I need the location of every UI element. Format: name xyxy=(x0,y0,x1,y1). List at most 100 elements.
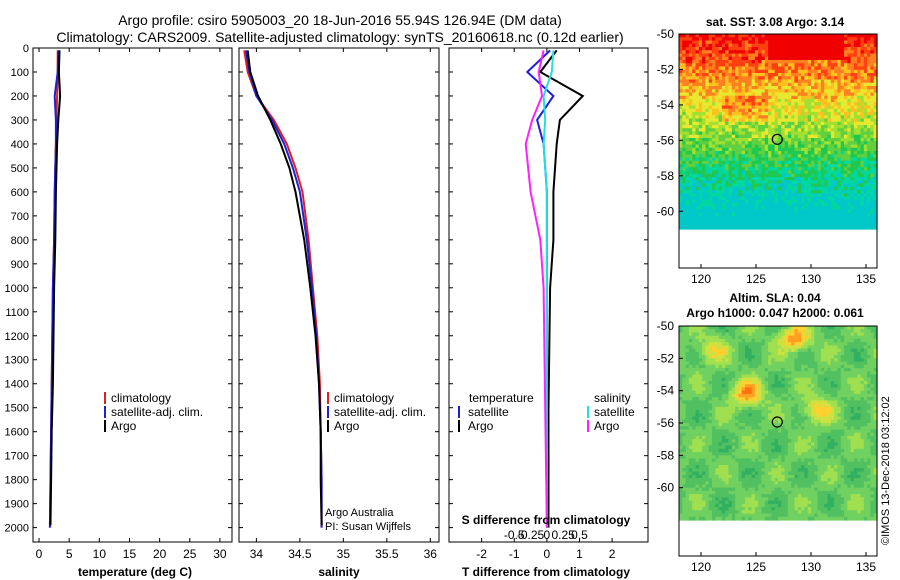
heatmap-cell xyxy=(807,112,812,116)
heatmap-cell xyxy=(811,40,815,45)
heatmap-cell xyxy=(814,86,819,90)
legend-title-temperature: temperature xyxy=(469,391,534,405)
legend-label-climatology: climatology xyxy=(111,391,171,405)
heatmap-cell xyxy=(745,355,749,359)
heatmap-cell xyxy=(834,40,838,45)
heatmap-cell xyxy=(682,99,687,103)
heatmap-cell xyxy=(814,37,819,42)
heatmap-cell xyxy=(758,167,763,172)
heatmap-cell xyxy=(774,216,779,220)
heatmap-cell xyxy=(728,177,733,181)
heatmap-cell xyxy=(857,37,862,42)
heatmap-cell xyxy=(771,206,776,211)
heatmap-cell xyxy=(797,40,802,45)
heatmap-cell xyxy=(698,203,703,207)
heatmap-cell xyxy=(725,118,730,123)
heatmap-cell xyxy=(718,82,723,87)
heatmap-cell xyxy=(685,141,690,146)
heatmap-cell xyxy=(860,99,865,103)
heatmap-cell xyxy=(847,167,852,172)
heatmap-cell xyxy=(705,364,710,369)
heatmap-cell xyxy=(827,190,832,194)
heatmap-cell xyxy=(781,134,786,139)
heatmap-cell xyxy=(811,154,815,159)
heatmap-cell xyxy=(804,118,809,123)
heatmap-cell xyxy=(824,147,829,152)
heatmap-cell xyxy=(748,222,753,227)
heatmap-cell xyxy=(695,121,700,126)
heatmap-cell xyxy=(771,160,776,165)
heatmap-cell xyxy=(834,355,838,359)
heatmap-cell xyxy=(705,164,710,168)
heatmap-cell xyxy=(850,112,855,116)
heatmap-cell xyxy=(735,380,739,385)
heatmap-cell xyxy=(801,34,805,38)
heatmap-cell xyxy=(820,173,825,178)
heatmap-cell xyxy=(781,105,786,110)
heatmap-cell xyxy=(801,56,805,61)
heatmap-cell xyxy=(850,177,855,181)
heatmap-cell xyxy=(774,170,779,175)
heatmap-cell xyxy=(804,164,809,168)
heatmap-cell xyxy=(712,131,716,136)
heatmap-cell xyxy=(708,167,713,172)
heatmap-cell xyxy=(764,63,769,68)
heatmap-cell xyxy=(873,371,878,376)
heatmap-cell xyxy=(847,368,852,372)
heatmap-cell xyxy=(781,82,786,87)
heatmap-cell xyxy=(758,358,763,363)
heatmap-cell xyxy=(725,121,730,126)
heatmap-cell xyxy=(679,118,683,123)
heatmap-cell xyxy=(682,199,687,204)
heatmap-cell xyxy=(781,361,786,366)
heatmap-cell xyxy=(725,160,730,165)
heatmap-cell xyxy=(781,76,786,81)
heatmap-cell xyxy=(679,384,683,389)
heatmap-cell xyxy=(715,371,720,376)
heatmap-cell xyxy=(817,377,822,382)
heatmap-cell xyxy=(764,368,769,372)
heatmap-cell xyxy=(712,380,716,385)
heatmap-cell xyxy=(857,144,862,149)
heatmap-cell xyxy=(761,358,766,363)
heatmap-cell xyxy=(820,121,825,126)
depth-tick-label: 700 xyxy=(11,211,29,223)
heatmap-cell xyxy=(748,196,753,201)
heatmap-cell xyxy=(721,47,726,51)
heatmap-cell xyxy=(761,138,766,142)
heatmap-cell xyxy=(807,180,812,185)
heatmap-cell xyxy=(824,180,829,185)
heatmap-cell xyxy=(837,177,842,181)
heatmap-cell xyxy=(702,368,706,372)
heatmap-cell xyxy=(787,342,792,346)
heatmap-cell xyxy=(748,50,753,55)
heatmap-cell xyxy=(781,209,786,214)
heatmap-cell xyxy=(801,73,805,77)
heatmap-cell xyxy=(873,105,878,110)
heatmap-cell xyxy=(817,108,822,113)
heatmap-cell xyxy=(741,361,746,366)
heatmap-cell xyxy=(781,342,786,346)
heatmap-cell xyxy=(698,92,703,97)
heatmap-cell xyxy=(863,79,868,84)
heatmap-cell xyxy=(768,216,772,220)
heatmap-cell xyxy=(768,99,772,103)
heatmap-cell xyxy=(867,342,871,346)
heatmap-cell xyxy=(725,147,730,152)
heatmap-cell xyxy=(758,380,763,385)
heatmap-cell xyxy=(692,147,697,152)
heatmap-cell xyxy=(721,37,726,42)
heatmap-cell xyxy=(745,384,749,389)
heatmap-cell xyxy=(840,380,845,385)
heatmap-cell xyxy=(847,209,852,214)
heatmap-cell xyxy=(725,351,730,356)
heatmap-cell xyxy=(731,364,736,369)
heatmap-cell xyxy=(857,118,862,123)
heatmap-cell xyxy=(853,222,858,227)
heatmap-cell xyxy=(847,338,852,343)
heatmap-cell xyxy=(863,47,868,51)
heatmap-cell xyxy=(863,50,868,55)
heatmap-cell xyxy=(797,108,802,113)
heatmap-cell xyxy=(781,50,786,55)
heatmap-cell xyxy=(741,76,746,81)
